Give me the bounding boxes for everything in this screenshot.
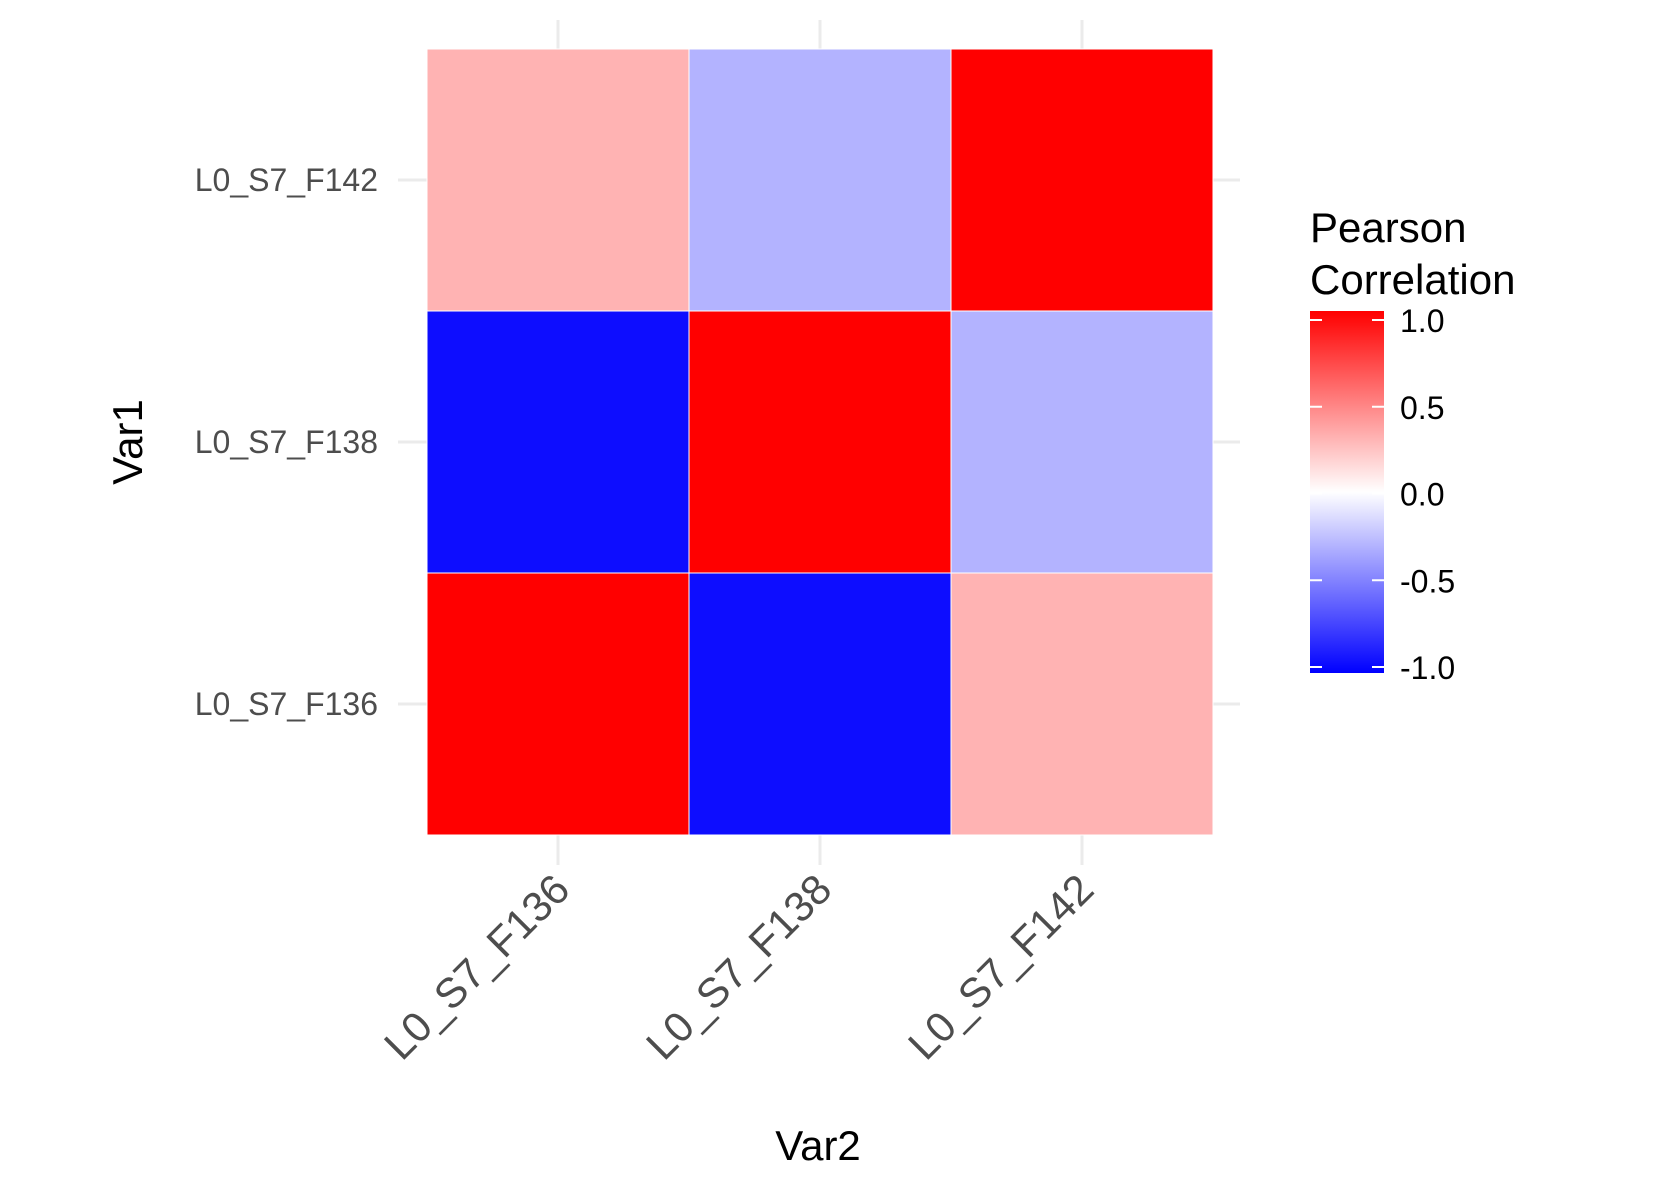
- heatmap-cell: [950, 48, 1214, 312]
- y-tick-label: L0_S7_F138: [195, 424, 378, 460]
- heatmap-cell: [688, 310, 952, 574]
- legend-tick-label: 0.0: [1400, 477, 1444, 513]
- color-legend: Pearson Correlation 1.0 0.5 0.0 -0.5 -1.0: [1310, 204, 1515, 686]
- y-axis-title: Var1: [104, 399, 151, 485]
- legend-colorbar: [1310, 311, 1384, 673]
- heatmap-cell: [688, 48, 952, 312]
- legend-title-line-1: Pearson: [1310, 204, 1466, 251]
- legend-title-line-2: Correlation: [1310, 256, 1515, 303]
- x-tick-label: L0_S7_F136: [375, 865, 578, 1068]
- y-tick-label: L0_S7_F142: [195, 162, 378, 198]
- y-tick-label: L0_S7_F136: [195, 686, 378, 722]
- legend-tick-label: -1.0: [1400, 650, 1455, 686]
- heatmap-cell: [426, 310, 690, 574]
- heatmap-cell: [950, 572, 1214, 836]
- legend-tick-label: 0.5: [1400, 390, 1444, 426]
- y-tick-labels: L0_S7_F136 L0_S7_F138 L0_S7_F142: [195, 162, 378, 722]
- heatmap-cell: [426, 572, 690, 836]
- heatmap-cell: [950, 310, 1214, 574]
- heatmap-tiles: [426, 48, 1214, 836]
- x-axis-title: Var2: [775, 1122, 861, 1169]
- legend-tick-label: 1.0: [1400, 303, 1444, 339]
- heatmap-cell: [426, 48, 690, 312]
- x-tick-label: L0_S7_F142: [899, 865, 1102, 1068]
- x-tick-labels: L0_S7_F136 L0_S7_F138 L0_S7_F142: [375, 865, 1102, 1068]
- heatmap-cell: [688, 572, 952, 836]
- x-tick-label: L0_S7_F138: [637, 865, 840, 1068]
- legend-tick-label: -0.5: [1400, 563, 1455, 599]
